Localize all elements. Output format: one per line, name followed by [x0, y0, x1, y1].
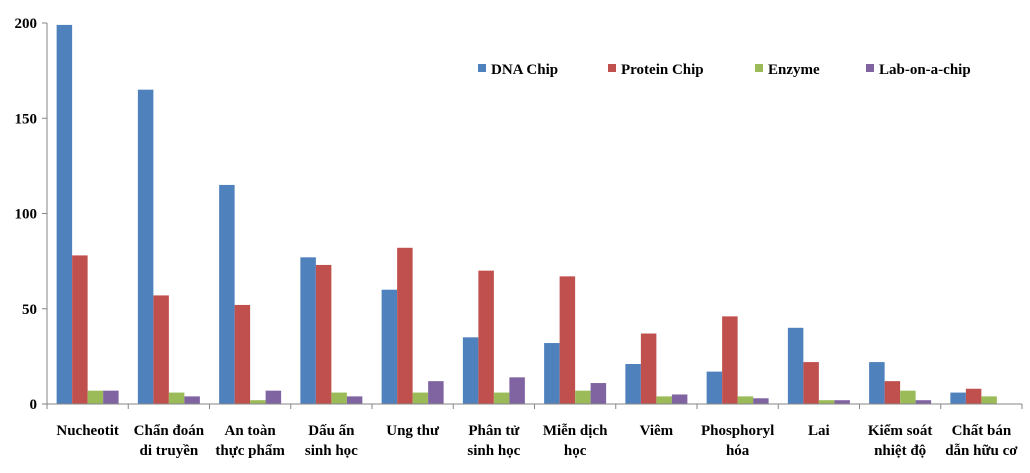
- x-category-label: Miễn dịch học: [543, 423, 608, 459]
- bar: [671, 394, 688, 404]
- legend-label: DNA Chip: [491, 62, 558, 78]
- bar: [234, 304, 251, 404]
- x-category-label: Dấu ấn sinh học: [305, 423, 358, 459]
- bar: [250, 400, 266, 404]
- bar: [915, 400, 932, 404]
- legend-swatch: [755, 64, 763, 72]
- bar: [331, 392, 347, 404]
- bar: [72, 255, 88, 404]
- bar: [87, 390, 104, 404]
- bar: [103, 390, 119, 404]
- bar: [818, 400, 835, 404]
- bar: [397, 247, 413, 404]
- x-category-label: Lai: [808, 423, 830, 439]
- bar: [346, 396, 363, 404]
- bar: [722, 316, 738, 404]
- bar: [656, 396, 672, 404]
- bar: [315, 264, 332, 404]
- bar: [509, 377, 525, 404]
- bar: [753, 398, 769, 404]
- bar: [884, 381, 901, 404]
- bar: [803, 362, 819, 404]
- bar: [559, 276, 576, 404]
- legend-swatch: [478, 64, 486, 72]
- bar: [590, 383, 607, 404]
- x-category-label: Phosphoryl hóa: [701, 423, 774, 459]
- bar: [900, 390, 916, 404]
- y-tick-label: 50: [22, 302, 37, 318]
- bar: [787, 327, 804, 404]
- x-category-label: Viêm: [640, 423, 674, 439]
- bar: [412, 392, 429, 404]
- bar: [834, 400, 850, 404]
- legend-label: Enzyme: [768, 62, 820, 78]
- bar: [184, 396, 200, 404]
- bar: [219, 184, 235, 404]
- bar: [381, 289, 398, 404]
- bar: [265, 390, 282, 404]
- axes: [46, 23, 1022, 405]
- bar: [462, 337, 479, 404]
- legend-label: Lab-on-a-chip: [879, 62, 971, 78]
- y-axis-ticks: 0 50 100 150 200: [15, 16, 47, 413]
- x-category-label: Chất bán dẫn hữu cơ: [945, 423, 1018, 459]
- x-axis-categories: Nucheotit Chẩn đoán di truyền An toàn thực p…: [46, 404, 1023, 459]
- x-category-label: Kiểm soát nhiệt độ: [868, 423, 933, 459]
- bar: [869, 362, 885, 404]
- y-tick-label: 100: [15, 207, 38, 223]
- bar: [625, 363, 641, 404]
- y-tick-label: 0: [30, 397, 38, 413]
- bar: [640, 333, 657, 404]
- bar: [478, 270, 494, 404]
- bar: [737, 396, 754, 404]
- x-category-label: Nucheotit: [56, 423, 119, 439]
- bar: [575, 390, 591, 404]
- legend-swatch: [608, 64, 616, 72]
- bar: [950, 392, 966, 404]
- bar: [544, 343, 560, 404]
- legend-swatch: [866, 64, 874, 72]
- bar: [56, 24, 73, 405]
- bar: [428, 381, 444, 404]
- legend: DNA Chip Protein Chip Enzyme Lab-on-a-chip: [478, 62, 971, 78]
- x-category-label: Ung thư: [386, 423, 440, 439]
- x-category-label: Phân tử sinh học: [467, 423, 520, 459]
- bar: [493, 392, 510, 404]
- x-category-label: Chẩn đoán di truyền: [134, 423, 205, 459]
- bars: [56, 24, 997, 405]
- legend-label: Protein Chip: [621, 62, 704, 78]
- bar: [706, 371, 723, 404]
- x-category-label: An toàn thực phẩm: [215, 423, 285, 459]
- bar: [981, 396, 997, 404]
- bar: [168, 392, 185, 404]
- bar: [300, 257, 316, 404]
- bar: [137, 89, 154, 405]
- y-tick-label: 200: [15, 16, 38, 32]
- bar: [965, 388, 982, 404]
- y-tick-label: 150: [15, 111, 38, 127]
- bar: [153, 295, 169, 404]
